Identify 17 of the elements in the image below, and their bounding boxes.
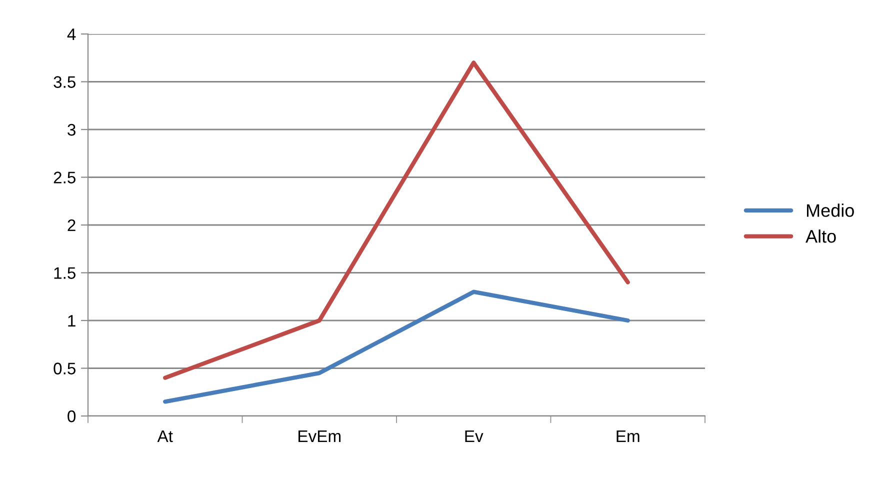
y-tick-label: 0.5 (54, 362, 76, 374)
y-tick-label: 1.5 (54, 267, 76, 279)
x-tick-label: EvEm (298, 430, 340, 442)
y-tick-label: 1 (68, 315, 76, 327)
y-tick-label: 2.5 (54, 172, 76, 184)
y-tick-label: 3 (68, 124, 76, 136)
legend-label: Medio (806, 204, 854, 217)
y-tick-label: 0 (68, 410, 76, 422)
x-tick-label: Ev (465, 430, 484, 442)
line-series (163, 60, 630, 380)
y-tick-label: 4 (67, 28, 76, 40)
line-series (163, 290, 630, 404)
y-tick-label: 3.5 (54, 76, 76, 88)
x-tick-label: At (157, 430, 173, 442)
y-tick-label: 2 (68, 219, 76, 232)
x-tick-label: Em (616, 430, 640, 442)
legend-label: Alto (806, 230, 836, 243)
